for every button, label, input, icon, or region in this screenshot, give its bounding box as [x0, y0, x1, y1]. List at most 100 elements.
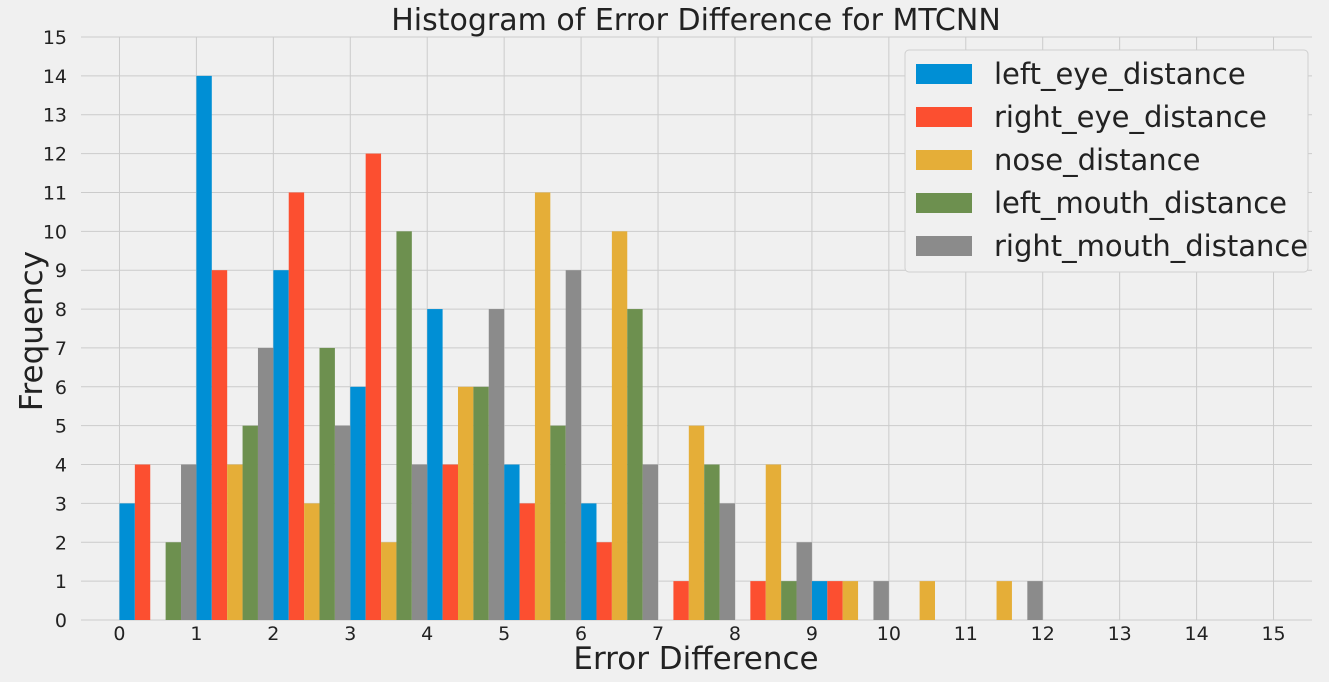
y-tick-label: 2 [55, 532, 67, 554]
legend-label-right_eye_distance: right_eye_distance [994, 100, 1267, 134]
bar-left_mouth_distance [781, 581, 797, 620]
bar-nose_distance [534, 192, 551, 620]
x-tick-label: 8 [729, 623, 741, 645]
bar-right_mouth_distance [565, 270, 582, 620]
bar-nose_distance [996, 581, 1012, 620]
x-tick-label: 14 [1185, 623, 1209, 645]
bar-left_mouth_distance [242, 425, 258, 620]
x-tick-label: 9 [806, 623, 818, 645]
bars [119, 75, 1043, 621]
y-tick-label: 12 [43, 144, 67, 166]
bar-right_eye_distance [596, 542, 612, 620]
bar-left_mouth_distance [396, 231, 412, 621]
bar-right_eye_distance [750, 581, 766, 620]
bar-right_mouth_distance [334, 425, 351, 620]
x-tick-label: 0 [113, 623, 125, 645]
bar-nose_distance [304, 503, 320, 620]
bar-left_mouth_distance [319, 347, 335, 620]
bar-right_eye_distance [827, 581, 843, 620]
bar-right_mouth_distance [411, 464, 428, 620]
legend-swatch-left_eye_distance [916, 64, 972, 84]
y-tick-label: 8 [55, 299, 67, 321]
bar-right_eye_distance [211, 270, 228, 620]
bar-nose_distance [457, 386, 474, 620]
bar-left_mouth_distance [627, 309, 643, 620]
bar-right_mouth_distance [719, 503, 735, 620]
y-axis-label: Frequency [14, 251, 50, 411]
y-tick-label: 1 [55, 571, 67, 593]
bar-right_mouth_distance [873, 581, 889, 620]
x-tick-label: 10 [877, 623, 901, 645]
bar-left_eye_distance [119, 503, 135, 620]
y-tick-label: 0 [55, 610, 67, 632]
bar-left_eye_distance [504, 464, 520, 620]
bar-left_mouth_distance [550, 425, 566, 620]
x-tick-label: 3 [344, 623, 356, 645]
bar-left_eye_distance [427, 309, 443, 620]
bar-nose_distance [611, 231, 628, 621]
bar-left_mouth_distance [473, 386, 489, 620]
chart-title: Histogram of Error Difference for MTCNN [391, 3, 1001, 38]
y-tick-label: 13 [43, 105, 67, 127]
x-tick-label: 15 [1261, 623, 1285, 645]
x-tick-label: 6 [575, 623, 587, 645]
bar-left_eye_distance [196, 75, 212, 620]
bar-nose_distance [919, 581, 936, 620]
x-tick-label: 12 [1031, 623, 1055, 645]
x-tick-label: 5 [498, 623, 510, 645]
y-tick-label: 14 [43, 66, 67, 88]
bar-right_eye_distance [365, 153, 382, 620]
y-tick-label: 4 [55, 455, 67, 477]
bar-left_eye_distance [273, 270, 289, 620]
bar-left_eye_distance [350, 386, 366, 620]
legend-label-nose_distance: nose_distance [994, 143, 1200, 177]
x-tick-label: 11 [954, 623, 978, 645]
y-tick-label: 3 [55, 493, 67, 515]
bar-right_eye_distance [673, 581, 689, 620]
bar-right_eye_distance [134, 464, 151, 620]
bar-nose_distance [842, 581, 859, 620]
bar-left_eye_distance [811, 581, 828, 620]
bar-right_mouth_distance [488, 309, 505, 620]
y-tick-label: 9 [55, 260, 67, 282]
y-tick-label: 15 [43, 27, 67, 49]
y-tick-label: 10 [43, 221, 67, 243]
bar-right_eye_distance [519, 503, 535, 620]
bar-right_mouth_distance [642, 464, 659, 620]
x-axis-label: Error Difference [573, 641, 818, 677]
legend-label-left_mouth_distance: left_mouth_distance [994, 186, 1287, 220]
legend-swatch-right_eye_distance [916, 107, 972, 127]
bar-nose_distance [688, 425, 705, 620]
x-tick-label: 4 [421, 623, 433, 645]
y-tick-label: 11 [43, 182, 67, 204]
bar-right_eye_distance [442, 464, 458, 620]
bar-right_mouth_distance [1027, 581, 1043, 620]
legend-label-right_mouth_distance: right_mouth_distance [994, 229, 1308, 263]
bar-nose_distance [227, 464, 243, 620]
legend-swatch-nose_distance [916, 150, 972, 170]
bar-left_eye_distance [581, 503, 597, 620]
legend-label-left_eye_distance: left_eye_distance [994, 57, 1246, 91]
y-tick-label: 7 [55, 338, 67, 360]
bar-right_mouth_distance [181, 464, 197, 620]
legend: left_eye_distance right_eye_distance nose_… [904, 49, 1309, 273]
bar-nose_distance [765, 464, 782, 620]
bar-right_mouth_distance [796, 542, 812, 620]
bar-nose_distance [381, 542, 397, 620]
y-tick-label: 5 [55, 416, 67, 438]
bar-right_mouth_distance [257, 347, 274, 620]
legend-swatch-right_mouth_distance [916, 236, 972, 256]
x-tick-label: 1 [190, 623, 202, 645]
x-tick-label: 2 [267, 623, 279, 645]
bar-left_mouth_distance [165, 542, 182, 620]
x-tick-labels: 0 1 2 3 4 5 6 7 8 9 10 11 12 13 14 15 [113, 623, 1285, 645]
bar-right_eye_distance [288, 192, 305, 620]
x-tick-label: 7 [652, 623, 664, 645]
legend-swatch-left_mouth_distance [916, 193, 972, 213]
y-tick-label: 6 [55, 377, 67, 399]
legend-box [904, 49, 1309, 273]
x-tick-label: 13 [1108, 623, 1132, 645]
bar-left_mouth_distance [704, 464, 720, 620]
